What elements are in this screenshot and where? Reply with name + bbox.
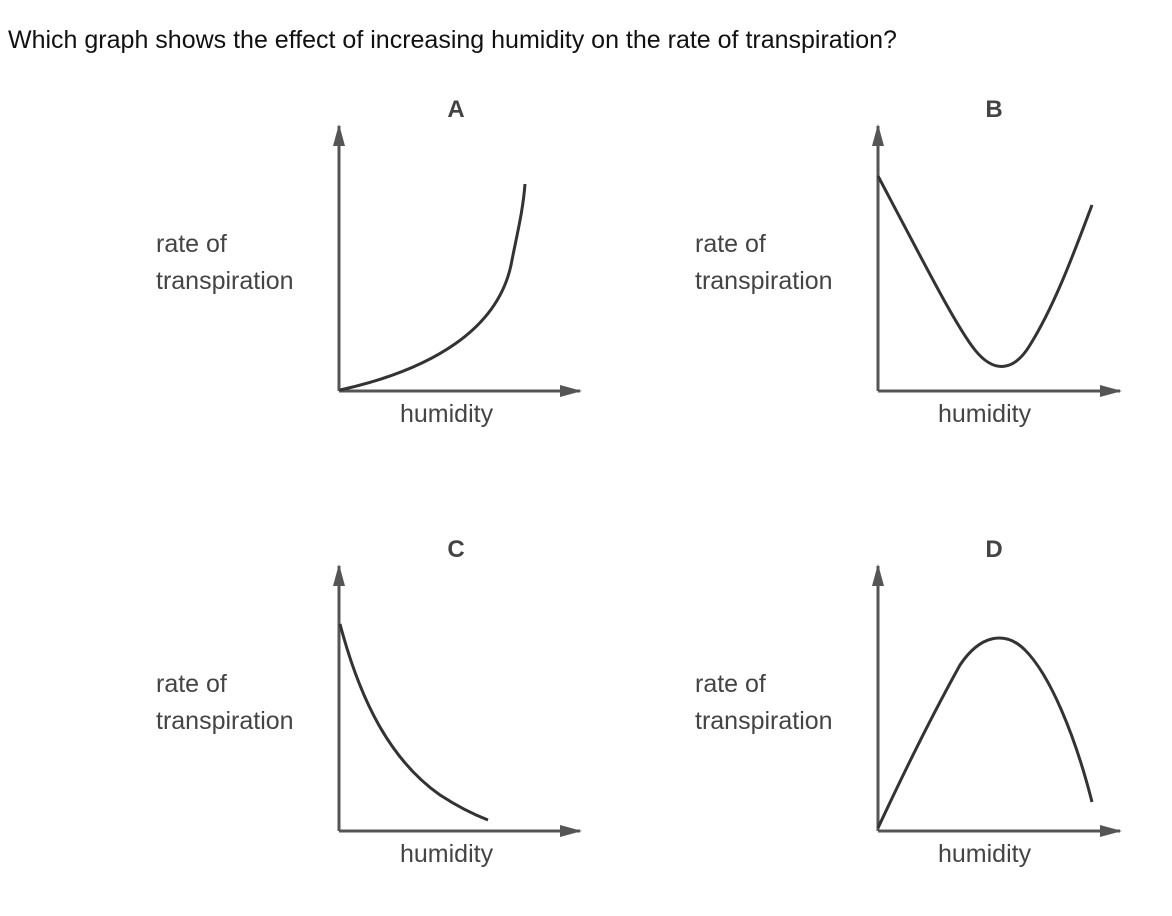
panel-b-ylabel-line2: transpiration (695, 267, 833, 295)
panel-a-ylabel: rate of transpiration (156, 226, 294, 300)
panel-c-ylabel-line2: transpiration (156, 707, 294, 735)
panel-c-curve (338, 623, 489, 822)
panel-a-ylabel-line1: rate of (156, 230, 227, 258)
panel-d-ylabel: rate of transpiration (695, 666, 833, 740)
panel-a-xlabel: humidity (400, 400, 494, 428)
panel-c-letter: C (447, 536, 465, 563)
question-text: Which graph shows the effect of increasi… (8, 26, 897, 54)
panel-b-xlabel: humidity (938, 400, 1032, 428)
panel-b-curve (876, 175, 1094, 368)
panel-a-letter: A (447, 96, 465, 123)
panel-d-letter: D (985, 536, 1003, 563)
panel-b-graph (872, 124, 1122, 397)
panel-d-xlabel: humidity (938, 840, 1032, 868)
panel-b-ylabel: rate of transpiration (695, 226, 833, 300)
panel-d-curve (876, 636, 1094, 829)
panel-c-ylabel-line1: rate of (156, 670, 227, 698)
panel-b-ylabel-line1: rate of (695, 230, 766, 258)
panel-b-letter: B (985, 96, 1003, 123)
panel-a-ylabel-line2: transpiration (156, 267, 294, 295)
panel-d-ylabel-line1: rate of (695, 670, 766, 698)
panel-c-ylabel: rate of transpiration (156, 666, 294, 740)
panel-d-graph (872, 564, 1122, 837)
panel-a-graph (333, 124, 582, 397)
panel-c-graph (333, 564, 582, 837)
panel-a-curve (339, 183, 527, 392)
panel-c-xlabel: humidity (400, 840, 494, 868)
panel-d-ylabel-line2: transpiration (695, 707, 833, 735)
